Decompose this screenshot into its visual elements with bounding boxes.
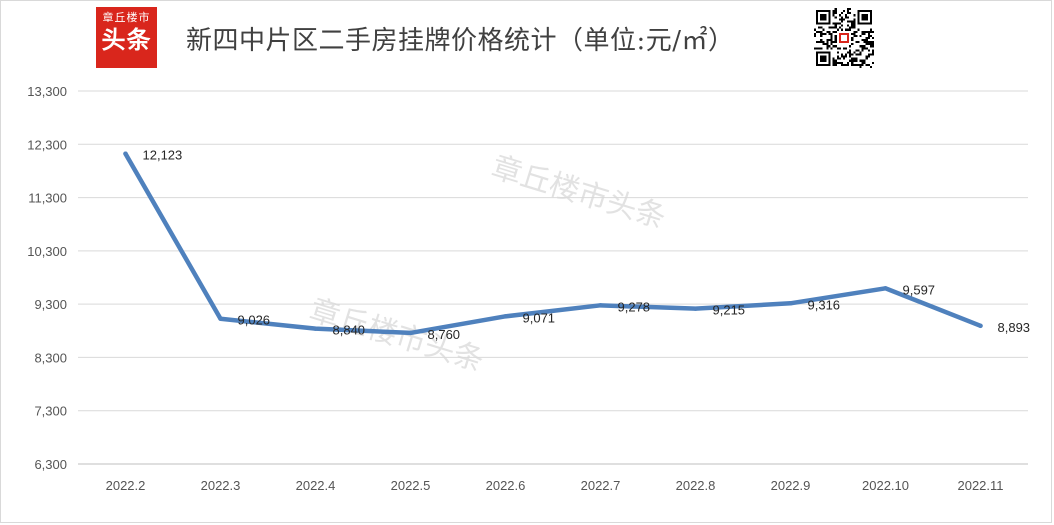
x-tick-label: 2022.7	[581, 478, 621, 493]
data-label: 9,316	[808, 297, 841, 312]
y-tick-label: 13,300	[27, 84, 67, 99]
x-tick-label: 2022.2	[106, 478, 146, 493]
brand-logo-top-text: 章丘楼市	[102, 11, 151, 24]
chart-title: 新四中片区二手房挂牌价格统计（单位:元/㎡）	[186, 26, 735, 56]
data-label: 8,893	[998, 320, 1031, 335]
x-tick-label: 2022.11	[957, 478, 1003, 493]
x-tick-label: 2022.8	[676, 478, 716, 493]
data-point	[788, 301, 793, 306]
qr-code-icon	[814, 8, 874, 68]
y-tick-label: 8,300	[34, 350, 67, 365]
y-tick-label: 6,300	[34, 457, 67, 472]
data-point	[123, 151, 128, 156]
data-point	[693, 306, 698, 311]
y-tick-label: 11,300	[28, 191, 67, 206]
data-label: 8,840	[333, 323, 366, 338]
series-line	[123, 151, 983, 336]
data-point	[978, 323, 983, 329]
y-axis: 6,300 7,300 8,300 9,300 10,300 11,300 12,300 13…	[27, 84, 67, 472]
data-point	[218, 316, 223, 321]
x-tick-label: 2022.5	[391, 478, 431, 493]
grid-lines	[78, 90, 1028, 465]
y-tick-label: 12,300	[27, 137, 67, 152]
x-tick-label: 2022.4	[296, 478, 336, 493]
data-point	[313, 326, 318, 331]
data-point	[503, 314, 508, 319]
x-axis: 2022.2 2022.3 2022.4 2022.5 2022.6 2022.7 2022…	[106, 478, 1004, 493]
data-label: 12,123	[143, 148, 183, 163]
brand-logo-main-text: 头条	[101, 26, 152, 54]
data-point	[408, 330, 413, 336]
x-tick-label: 2022.9	[771, 478, 811, 493]
data-point	[598, 303, 603, 308]
data-labels: 12,123 9,026 8,840 8,760 9,071 9,278 9,215 9,31…	[143, 148, 1031, 342]
data-label: 9,026	[238, 313, 271, 328]
data-label: 9,597	[903, 282, 936, 297]
data-label: 8,760	[428, 327, 461, 342]
y-tick-label: 9,300	[34, 297, 67, 312]
data-point	[883, 286, 888, 291]
data-label: 9,278	[618, 299, 651, 314]
brand-logo: 章丘楼市 头条	[96, 7, 157, 68]
x-tick-label: 2022.3	[201, 478, 241, 493]
y-tick-label: 7,300	[34, 404, 67, 419]
x-tick-label: 2022.6	[486, 478, 526, 493]
y-tick-label: 10,300	[27, 244, 67, 259]
x-tick-label: 2022.10	[862, 478, 909, 493]
data-label: 9,215	[713, 303, 746, 318]
data-label: 9,071	[523, 310, 556, 325]
series-line-path	[123, 151, 983, 336]
